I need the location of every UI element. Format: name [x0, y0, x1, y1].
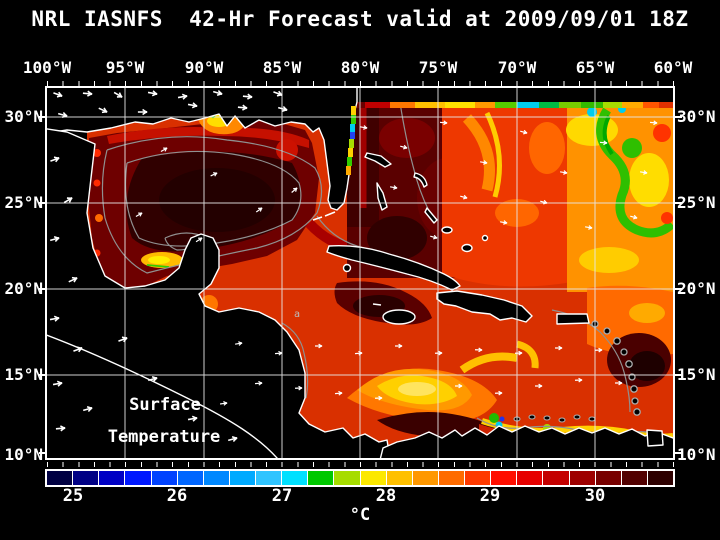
- lon-label-100w: 100°W: [22, 58, 72, 77]
- florida-coastal-strip: [346, 106, 356, 175]
- colorbar-tick-28: 28: [375, 486, 397, 506]
- contour-annotation: a: [294, 309, 300, 320]
- bottom-degree-ticks: [47, 462, 674, 467]
- lat-right-20n: 20°N: [677, 279, 716, 298]
- lat-left-10n: 10°N: [4, 445, 43, 464]
- colorbar: [45, 469, 675, 487]
- lon-label-90w: 90°W: [184, 58, 224, 77]
- lat-left-25n: 25°N: [4, 193, 43, 212]
- page-title: NRL IASNFS 42-Hr Forecast valid at 2009/…: [31, 7, 689, 31]
- colorbar-tick-30: 30: [584, 486, 606, 506]
- lat-right-15n: 15°N: [677, 365, 716, 384]
- grid-lines: [47, 88, 673, 458]
- lon-label-75w: 75°W: [418, 58, 458, 77]
- top-degree-ticks: [47, 81, 674, 86]
- lon-label-85w: 85°W: [262, 58, 302, 77]
- lon-label-65w: 65°W: [575, 58, 615, 77]
- colorbar-tick-29: 29: [479, 486, 501, 506]
- lon-label-60w: 60°W: [653, 58, 693, 77]
- venezuela-islands: [513, 414, 596, 423]
- overlay-label-temperature: Temperature: [108, 427, 221, 447]
- colorbar-tick-25: 25: [62, 486, 84, 506]
- colorbar-unit: °C: [349, 505, 371, 525]
- lat-right-25n: 25°N: [677, 193, 716, 212]
- lon-label-95w: 95°W: [105, 58, 145, 77]
- lesser-antilles: [591, 320, 641, 416]
- lat-right-10n: 10°N: [677, 445, 716, 464]
- lon-label-70w: 70°W: [497, 58, 537, 77]
- lat-left-15n: 15°N: [4, 365, 43, 384]
- lat-right-30n: 30°N: [677, 107, 716, 126]
- lat-left-20n: 20°N: [4, 279, 43, 298]
- colorbar-tick-26: 26: [166, 486, 188, 506]
- map-frame: Surface Temperature a: [45, 86, 675, 460]
- overlay-label-surface: Surface: [129, 395, 201, 415]
- domain-edge-strip: [340, 102, 673, 108]
- lon-label-80w: 80°W: [340, 58, 380, 77]
- colorbar-tick-27: 27: [271, 486, 293, 506]
- lat-left-30n: 30°N: [4, 107, 43, 126]
- sst-map: Surface Temperature a: [47, 88, 673, 458]
